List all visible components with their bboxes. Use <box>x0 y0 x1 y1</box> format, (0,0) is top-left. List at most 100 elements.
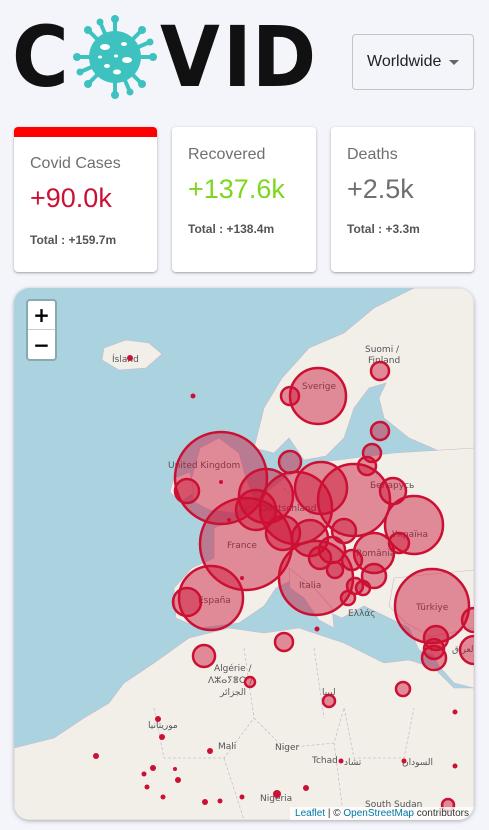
italy-land <box>288 567 335 629</box>
case-circle[interactable] <box>293 460 349 516</box>
case-dot[interactable] <box>239 794 245 800</box>
case-circle[interactable] <box>277 449 303 475</box>
case-circle[interactable] <box>354 579 372 597</box>
case-circle[interactable] <box>191 643 217 669</box>
case-circle[interactable] <box>171 586 203 618</box>
label-ellas: Ελλάς <box>348 609 376 619</box>
logo-letter-c: C <box>12 8 69 106</box>
case-dot[interactable] <box>141 771 147 777</box>
logo-letter-i: I <box>222 8 252 106</box>
case-dot[interactable] <box>202 799 208 805</box>
case-dot[interactable] <box>155 716 161 722</box>
deaths-card-value: +2.5k <box>347 174 414 204</box>
osm-link[interactable]: OpenStreetMap <box>343 808 414 819</box>
label-tchad-ar: تشاد <box>344 758 362 768</box>
case-circle[interactable] <box>369 360 391 382</box>
deaths-card[interactable]: Deaths +2.5k Total : +3.3m <box>331 127 474 272</box>
cases-card[interactable]: Covid Cases +90.0k Total : +159.7m <box>14 127 157 272</box>
label-italia: Italia <box>299 581 321 591</box>
label-tchad: Tchad <box>311 756 338 766</box>
case-dot[interactable] <box>227 518 231 522</box>
case-circle[interactable] <box>422 637 446 661</box>
case-circle[interactable] <box>458 634 474 666</box>
case-dot[interactable] <box>338 758 344 764</box>
deaths-card-total: Total : +3.3m <box>347 222 420 236</box>
africa-land <box>14 627 474 820</box>
case-dot[interactable] <box>240 576 244 580</box>
case-dot[interactable] <box>175 777 181 783</box>
app-header: C V I D <box>0 0 489 110</box>
iceland-land <box>101 339 163 371</box>
case-circle[interactable] <box>369 420 391 442</box>
case-dot[interactable] <box>452 709 458 715</box>
label-ukraine: Україна <box>392 530 428 540</box>
logo-letter-d: D <box>251 8 316 106</box>
case-circle[interactable] <box>352 531 396 575</box>
zoom-control: + − <box>26 299 57 361</box>
case-circle[interactable] <box>321 693 337 709</box>
case-dot[interactable] <box>159 734 165 740</box>
case-circle[interactable] <box>173 477 201 505</box>
case-dot[interactable] <box>314 626 320 632</box>
label-turkiye: Türkiye <box>415 603 449 613</box>
case-circle[interactable] <box>339 589 357 607</box>
case-circle[interactable] <box>279 385 301 407</box>
label-sverige: Sverige <box>302 382 336 392</box>
cases-card-title: Covid Cases <box>30 155 121 172</box>
case-dot[interactable] <box>144 784 150 790</box>
case-dot[interactable] <box>173 767 177 771</box>
scandinavia-land <box>253 288 474 461</box>
label-deutschland: Deutschland <box>260 504 316 514</box>
case-circle[interactable] <box>325 560 345 580</box>
case-dot[interactable] <box>207 748 213 754</box>
label-iraq: العراق <box>452 645 474 655</box>
case-dot[interactable] <box>127 355 133 361</box>
case-circle[interactable] <box>394 680 412 698</box>
case-dot[interactable] <box>150 765 156 771</box>
case-dot[interactable] <box>217 798 223 804</box>
chevron-down-icon <box>449 60 459 65</box>
cases-card-value: +90.0k <box>30 183 112 213</box>
case-circle[interactable] <box>383 494 445 556</box>
label-belarus: Беларусь <box>370 481 414 491</box>
label-mauritania: موريتانيا <box>148 721 178 731</box>
label-niger: Niger <box>275 743 299 753</box>
label-algerie-2: ⴷⵣⴰⵢⴻⵔ / <box>208 676 254 686</box>
attribution-suffix: contributors <box>413 808 469 819</box>
case-circle[interactable] <box>460 606 474 634</box>
case-dot[interactable] <box>93 753 99 759</box>
recovered-card[interactable]: Recovered +137.6k Total : +138.4m <box>172 127 316 272</box>
case-dot[interactable] <box>303 785 309 791</box>
zoom-in-button[interactable]: + <box>28 301 55 330</box>
case-circle[interactable] <box>288 366 348 426</box>
world-map[interactable]: Ísland Suomi / Finland Sverige United Ki… <box>14 288 474 820</box>
case-circle[interactable] <box>273 631 295 653</box>
recovered-card-title: Recovered <box>188 146 266 163</box>
zoom-out-button[interactable]: − <box>33 332 50 357</box>
label-finland: Finland <box>368 356 400 366</box>
label-espana: España <box>198 596 231 606</box>
logo-letter-v: V <box>159 8 220 106</box>
attribution-separator: | © <box>325 808 344 819</box>
case-dot[interactable] <box>452 763 458 769</box>
country-select[interactable]: Worldwide <box>352 34 474 90</box>
map-tiles[interactable]: Ísland Suomi / Finland Sverige United Ki… <box>14 288 474 820</box>
case-dot[interactable] <box>219 480 223 484</box>
case-dot[interactable] <box>401 758 407 764</box>
case-circle[interactable] <box>307 545 333 571</box>
case-circle[interactable] <box>173 430 269 526</box>
label-island: Ísland <box>112 353 139 365</box>
case-circle[interactable] <box>393 567 471 645</box>
recovered-card-total: Total : +138.4m <box>188 222 275 236</box>
case-circle[interactable] <box>243 675 257 689</box>
case-dot[interactable] <box>160 794 166 800</box>
case-circle[interactable] <box>237 467 295 525</box>
label-algerie-1: Algérie / <box>214 663 253 674</box>
label-south-sudan: South Sudan <box>365 800 422 810</box>
case-dot[interactable] <box>273 790 281 798</box>
case-dot[interactable] <box>190 393 196 399</box>
label-france: France <box>227 541 257 551</box>
leaflet-link[interactable]: Leaflet <box>295 808 326 819</box>
label-suomi: Suomi / <box>365 345 400 355</box>
label-nigeria: Nigeria <box>260 794 292 804</box>
